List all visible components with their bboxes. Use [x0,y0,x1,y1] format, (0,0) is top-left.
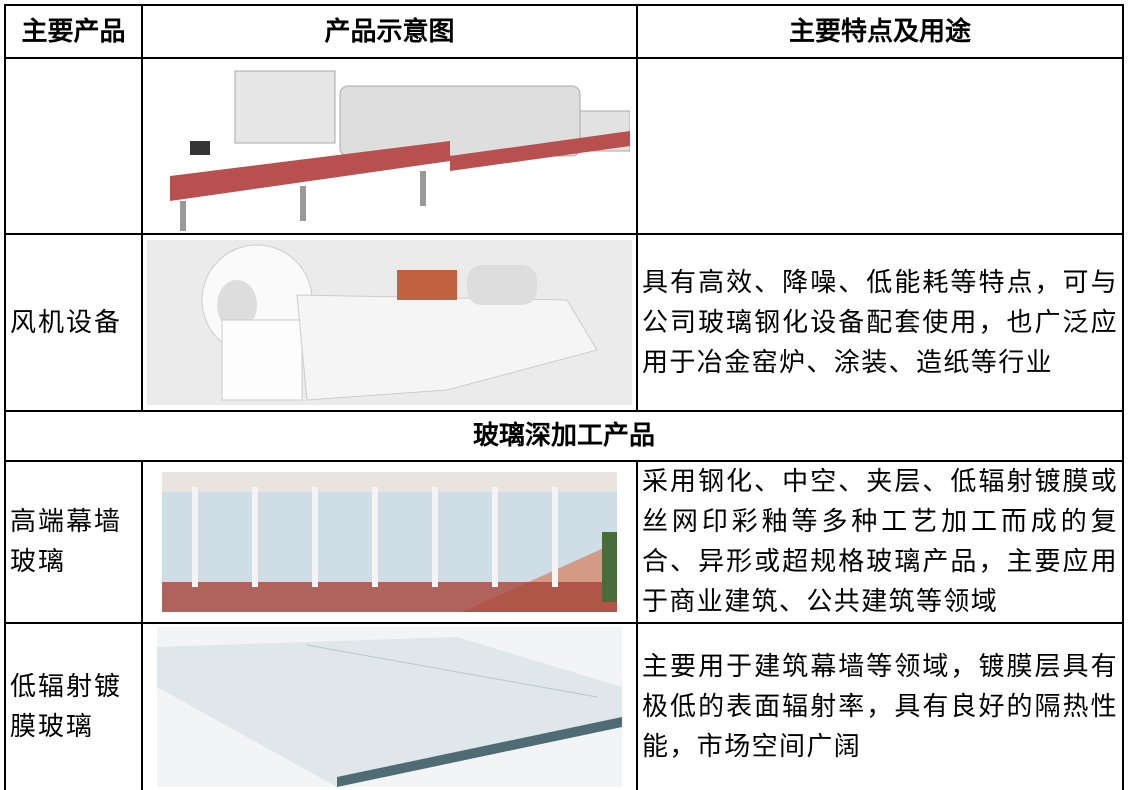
product-features: 主要用于建筑幕墙等领域，镀膜层具有极低的表面辐射率，具有良好的隔热性能，市场空间… [636,622,1124,790]
row [4,57,1124,235]
header-cell: 主要特点及用途 [636,4,1124,59]
fan-image [147,240,632,405]
header-cell: 产品示意图 [141,4,638,59]
section-row: 玻璃深加工产品 [4,410,1124,462]
row: 低辐射镀膜玻璃 主要用于建筑幕墙等领域，镀膜层具有极低的表面辐射率，具有良好的隔… [4,622,1124,790]
image-cell [141,233,638,412]
cell [4,57,143,235]
cell [636,57,1124,235]
product-name: 风机设备 [4,233,143,412]
product-features: 具有高效、降噪、低能耗等特点，可与公司玻璃钢化设备配套使用，也广泛应用于冶金窑炉… [636,233,1124,412]
product-name: 高端幕墙玻璃 [4,460,143,624]
product-name: 低辐射镀膜玻璃 [4,622,143,790]
row: 高端幕墙玻璃 采用钢化、中空、夹层、低辐射镀膜或丝网印彩釉等多种工艺加工而成的复… [4,460,1124,624]
curtain-wall-image [162,472,617,612]
low-e-glass-image [157,627,622,787]
header-row: 主要产品 产品示意图 主要特点及用途 [4,4,1124,59]
header-cell: 主要产品 [4,4,143,59]
section-title: 玻璃深加工产品 [4,410,1124,462]
tempering-furnace-image [169,70,630,231]
product-table: 主要产品 产品示意图 主要特点及用途 风机设备 [4,4,1124,790]
image-cell [141,460,638,624]
image-cell [141,57,638,235]
image-cell [141,622,638,790]
row: 风机设备 具有高效、降噪、低能耗等特点，可与公司玻璃钢化设备配套使用，也广泛应用… [4,233,1124,412]
product-features: 采用钢化、中空、夹层、低辐射镀膜或丝网印彩釉等多种工艺加工而成的复合、异形或超规… [636,460,1124,624]
